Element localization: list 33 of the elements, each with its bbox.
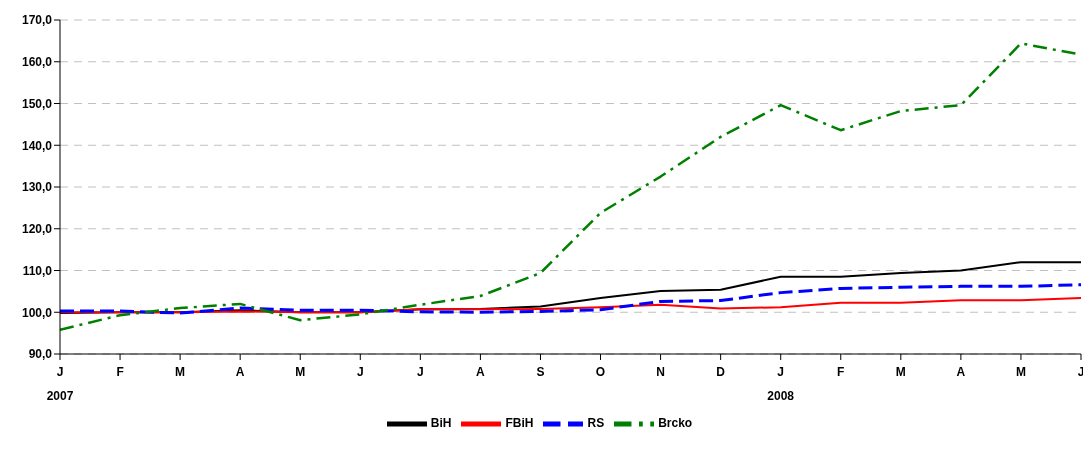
legend-label: BiH bbox=[430, 416, 452, 431]
x-tick-label: J bbox=[1077, 365, 1085, 379]
x-tick-label: F bbox=[116, 365, 124, 379]
x-tick-label: A bbox=[956, 365, 966, 379]
y-tick-label: 100,0 bbox=[21, 305, 53, 320]
x-tick-label: A bbox=[476, 365, 486, 379]
x-tick-label: A bbox=[235, 365, 245, 379]
line-series bbox=[60, 297, 1081, 314]
x-tick-label: D bbox=[716, 365, 726, 379]
y-tick-label: 110,0 bbox=[22, 263, 53, 278]
y-tick-label: 90,0 bbox=[28, 347, 53, 362]
legend-label: RS bbox=[587, 416, 605, 431]
y-tick-label: 120,0 bbox=[21, 222, 53, 237]
x-tick-label: S bbox=[536, 365, 545, 379]
y-tick-label: 150,0 bbox=[21, 96, 53, 111]
x-tick-label: M bbox=[1015, 365, 1026, 379]
x-tick-label: M bbox=[895, 365, 906, 379]
x-tick-label: J 2007 bbox=[46, 365, 74, 403]
line-series bbox=[60, 283, 1081, 315]
x-tick-label: N bbox=[656, 365, 665, 379]
y-tick-label: 160,0 bbox=[21, 55, 53, 70]
x-tick-label: F bbox=[837, 365, 845, 379]
x-tick-label: J bbox=[417, 365, 424, 379]
x-tick-label: O bbox=[595, 365, 606, 379]
legend-label: Brcko bbox=[658, 416, 693, 431]
x-tick-label: M bbox=[175, 365, 186, 379]
y-tick-label: 140,0 bbox=[21, 138, 53, 153]
x-tick-label: J bbox=[356, 365, 364, 379]
y-tick-label: 130,0 bbox=[21, 180, 53, 195]
y-tick-label: 170,0 bbox=[21, 13, 53, 28]
x-tick-label: J 2008 bbox=[767, 365, 795, 403]
legend-label: FBiH bbox=[505, 416, 534, 431]
x-tick-label: M bbox=[295, 365, 306, 379]
